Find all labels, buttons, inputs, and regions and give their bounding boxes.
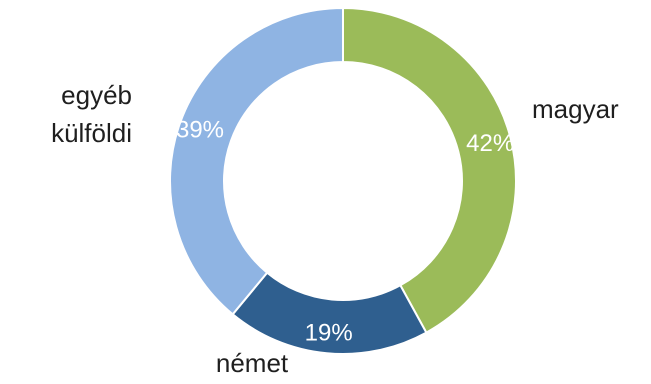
category-label-magyar: magyar	[532, 94, 619, 124]
value-label-egyeb-kulfoldi: 39%	[176, 117, 224, 144]
value-label-nemet: 19%	[305, 319, 353, 346]
category-label-nemet: német	[216, 348, 289, 378]
slice-egyeb-kulfoldi	[169, 6, 344, 316]
slice-magyar	[342, 6, 517, 334]
category-label-egyeb-kulfoldi: egyéb külföldi	[51, 80, 132, 148]
value-label-magyar: 42%	[466, 130, 514, 157]
